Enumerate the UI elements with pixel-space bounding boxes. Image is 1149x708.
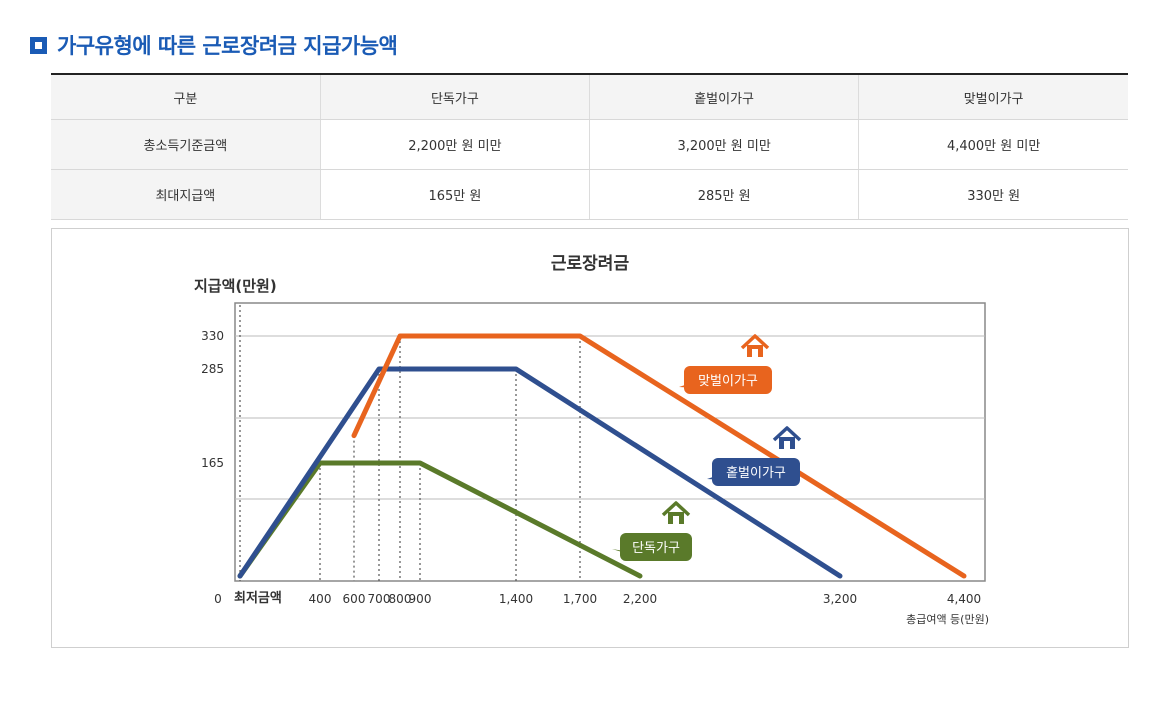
grid-layer bbox=[234, 302, 986, 582]
y-tick-label: 285 bbox=[201, 362, 224, 376]
x-origin-label: 0 bbox=[214, 592, 222, 606]
series-layer bbox=[237, 333, 967, 579]
label-layer: 단독가구 홑벌이가구 맞벌이가구 bbox=[612, 334, 802, 561]
label-badge bbox=[712, 458, 800, 486]
x-min-label: 최저금액 bbox=[234, 591, 282, 606]
section-title: 가구유형에 따른 근로장려금 지급가능액 bbox=[57, 34, 398, 58]
series-label: 홑벌이가구 bbox=[707, 426, 802, 486]
table-cell: 최대지급액 bbox=[51, 169, 321, 220]
x-tick-label: 1,400 bbox=[499, 592, 533, 606]
table-header-cell: 구분 bbox=[51, 73, 321, 120]
table-cell: 165만 원 bbox=[319, 169, 590, 220]
x-tick-label: 800 bbox=[389, 592, 412, 606]
series-name: 맞벌이가구 bbox=[698, 374, 758, 389]
x-tick-label: 600 bbox=[343, 592, 366, 606]
series-label: 맞벌이가구 bbox=[679, 334, 772, 394]
square-bullet-icon bbox=[30, 36, 47, 54]
chart-title: 근로장려금 bbox=[551, 254, 630, 274]
series-name: 단독가구 bbox=[632, 541, 680, 556]
table-header-row: 구분 단독가구 홑벌이가구 맞벌이가구 bbox=[51, 73, 1128, 120]
x-tick-label: 3,200 bbox=[823, 592, 857, 606]
table-row: 총소득기준금액 2,200만 원 미만 3,200만 원 미만 4,400만 원… bbox=[51, 119, 1128, 170]
y-tick-label: 165 bbox=[201, 456, 224, 470]
section-heading: 가구유형에 따른 근로장려금 지급가능액 bbox=[30, 30, 398, 60]
house-icon bbox=[772, 426, 802, 449]
table-header-cell: 맞벌이가구 bbox=[858, 73, 1128, 120]
x-axis-label: 총급여액 등(만원) bbox=[906, 613, 989, 626]
series-line bbox=[351, 333, 967, 579]
x-tick-label: 1,700 bbox=[563, 592, 597, 606]
table-cell: 330만 원 bbox=[858, 169, 1128, 220]
table-header-cell: 홑벌이가구 bbox=[588, 73, 859, 120]
table-cell: 2,200만 원 미만 bbox=[319, 119, 590, 170]
series-name: 홑벌이가구 bbox=[726, 466, 786, 481]
series-line bbox=[237, 460, 643, 579]
x-tick-label: 2,200 bbox=[623, 592, 657, 606]
income-criteria-table: 구분 단독가구 홑벌이가구 맞벌이가구 총소득기준금액 2,200만 원 미만 … bbox=[51, 73, 1128, 220]
table-cell: 3,200만 원 미만 bbox=[588, 119, 859, 170]
plot-frame bbox=[234, 302, 986, 582]
label-badge bbox=[620, 533, 692, 561]
guide-layer bbox=[239, 305, 581, 581]
table-cell: 총소득기준금액 bbox=[51, 119, 321, 170]
x-tick-label: 4,400 bbox=[947, 592, 981, 606]
house-icon bbox=[740, 334, 770, 357]
table-cell: 4,400만 원 미만 bbox=[858, 119, 1128, 170]
table-header-cell: 단독가구 bbox=[319, 73, 590, 120]
x-tick-label: 400 bbox=[309, 592, 332, 606]
x-tick-label: 900 bbox=[409, 592, 432, 606]
house-icon bbox=[661, 501, 691, 524]
table-row: 최대지급액 165만 원 285만 원 330만 원 bbox=[51, 169, 1128, 220]
chart-container: 근로장려금 지급액(만원) 총급여액 등(만원) 0 최저금액 400 600 70… bbox=[51, 228, 1129, 648]
earned-income-chart: 근로장려금 지급액(만원) 총급여액 등(만원) 0 최저금액 400 600 70… bbox=[194, 254, 989, 626]
y-axis-label: 지급액(만원) bbox=[194, 277, 277, 295]
label-badge bbox=[684, 366, 772, 394]
series-label: 단독가구 bbox=[612, 501, 692, 561]
x-tick-label: 700 bbox=[368, 592, 391, 606]
table-cell: 285만 원 bbox=[588, 169, 859, 220]
y-tick-label: 330 bbox=[201, 329, 224, 343]
series-line bbox=[237, 366, 843, 579]
